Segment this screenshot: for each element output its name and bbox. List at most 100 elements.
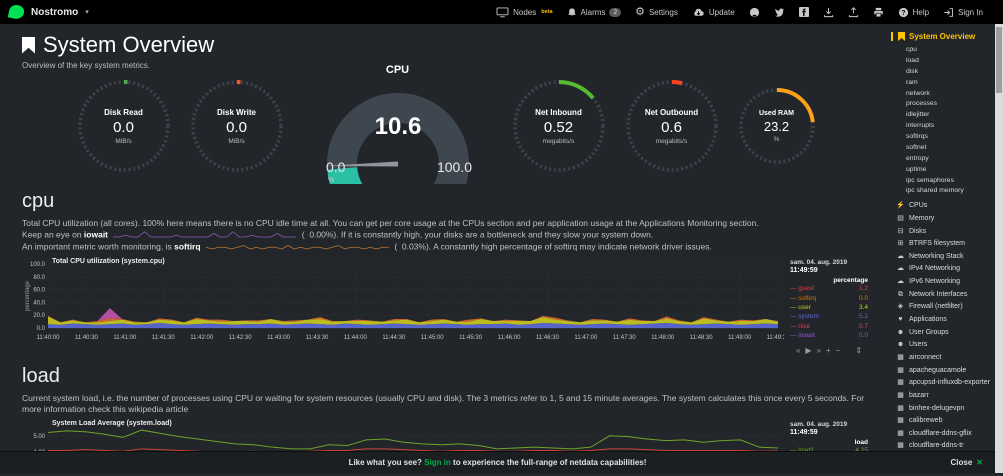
chart-toolbox: « ▶ » + − ⇕ — [790, 346, 868, 355]
update-icon — [692, 7, 705, 18]
legend-series-name: — load1 — [790, 446, 814, 455]
signin-icon — [943, 7, 954, 18]
nav-item-alarms[interactable]: Alarms 2 — [567, 7, 622, 18]
sidebar-item-apacheguacamole[interactable]: ▦ apacheguacamole — [891, 367, 993, 375]
sidebar-item-btrfs-filesystem[interactable]: ⊞ BTRFS filesystem — [891, 240, 993, 248]
disk-write-gauge[interactable]: Disk Write 0.0 MiB/s — [189, 78, 285, 174]
beta-tag: beta — [541, 9, 553, 15]
sidebar-subitem-disk[interactable]: disk — [906, 67, 919, 75]
sidebar-item-network-interfaces[interactable]: ⧉ Network Interfaces — [891, 291, 993, 299]
svg-text:11:45:00: 11:45:00 — [421, 335, 445, 341]
scrollbar-thumb[interactable] — [996, 27, 1002, 93]
sidebar-subitem-ram[interactable]: ram — [906, 78, 918, 86]
disk-read-gauge[interactable]: Disk Read 0.0 MiB/s — [76, 78, 172, 174]
nav-item-nodes[interactable]: Nodes beta — [496, 6, 553, 18]
sidebar-item-binhex-delugevpn[interactable]: ▦ binhex-delugevpn — [891, 405, 993, 413]
load-chart-title: System Load Average (system.load) — [52, 419, 172, 427]
nav-item-facebook[interactable] — [798, 7, 809, 17]
nav-item-update[interactable]: Update — [692, 7, 735, 18]
sidebar-item-cloudflare-ddns-gflix[interactable]: ▦ cloudflare-ddns-gflix — [891, 430, 993, 438]
nav-item-twitter[interactable] — [774, 7, 785, 17]
net-outbound-value: 0.6 — [661, 118, 682, 136]
nav-item-signin[interactable]: Sign In — [943, 7, 983, 18]
sidebar-item-applications[interactable]: ♥ Applications — [891, 316, 993, 324]
sidebar-item-system-overview[interactable]: System Overview — [891, 32, 993, 41]
facebook-icon — [798, 7, 809, 17]
nav-item-print[interactable] — [873, 7, 884, 18]
legend-series-value: 0.7 — [858, 322, 868, 330]
sidebar-subitem-load[interactable]: load — [906, 56, 919, 64]
sidebar-item-apcupsd-influxdb-exporter[interactable]: ▦ apcupsd-influxdb-exporter — [891, 379, 993, 387]
sidebar-item-cloudflare-ddns-tr[interactable]: ▦ cloudflare-ddns-tr — [891, 442, 993, 450]
sidebar-subitem-processes[interactable]: processes — [906, 100, 937, 108]
sidebar-item-bazarr[interactable]: ▦ bazarr — [891, 392, 993, 400]
sidebar-subitem-uptime[interactable]: uptime — [906, 165, 927, 173]
bookmark-icon — [898, 32, 905, 41]
nav-item-github[interactable] — [749, 7, 760, 18]
sidebar-item-disks[interactable]: ⊟ Disks — [891, 228, 993, 236]
cpu-utilization-chart[interactable]: 100.0 80.0 60.0 40.0 20.0 0.0 11:40:00 11:40:30… — [22, 258, 784, 343]
user-icon: ☻ — [896, 341, 905, 349]
sidebar-item-ipv4-networking[interactable]: ☁ IPv4 Networking — [891, 265, 993, 273]
nav-item-settings[interactable]: ⚙ Settings — [635, 6, 678, 18]
pan-backward-button[interactable]: « — [795, 345, 801, 355]
sidebar-item-networking-stack[interactable]: ☁ Networking Stack — [891, 253, 993, 261]
net-inbound-gauge[interactable]: Net Inbound 0.52 megabits/s — [511, 78, 607, 174]
resize-handle[interactable]: ⇕ — [855, 345, 863, 355]
sidebar-subitem-entropy[interactable]: entropy — [906, 154, 929, 162]
github-icon — [749, 7, 760, 18]
pan-forward-button[interactable]: » — [816, 345, 821, 355]
page-scrollbar[interactable] — [995, 24, 1003, 473]
zoom-in-button[interactable]: + — [826, 345, 831, 355]
legend-row-system[interactable]: — system 5.2 — [790, 312, 868, 321]
sidebar-subitem-softirqs[interactable]: softirqs — [906, 133, 928, 140]
sidebar-subitem-idlejitter[interactable]: idlejitter — [906, 111, 930, 119]
grid-icon: ▦ — [897, 404, 904, 412]
banner-text: Like what you see? Sign in to experience… — [348, 458, 647, 467]
cpu-gauge-label: CPU — [385, 63, 410, 76]
nav-item-upload[interactable] — [848, 6, 859, 18]
sidebar-item-ipv6-networking[interactable]: ☁ IPv6 Networking — [891, 278, 993, 286]
net-outbound-gauge[interactable]: Net Outbound 0.6 megabits/s — [624, 78, 720, 174]
legend-row-iowait[interactable]: — iowait 0.0 — [790, 331, 868, 340]
sidebar-item-airconnect[interactable]: ▦ airconnect — [891, 354, 993, 362]
cpu-gauge[interactable]: CPU 10.6 0.0 100.0% — [316, 63, 480, 199]
legend-row-user[interactable]: — user 3.4 — [790, 303, 868, 312]
nav-item-download[interactable] — [823, 7, 834, 18]
softirq-sparkline-chart[interactable] — [205, 241, 390, 253]
sidebar-subitem-cpu[interactable]: cpu — [906, 46, 917, 53]
sidebar-item-user-groups[interactable]: ☻ User Groups — [891, 329, 993, 337]
host-selector[interactable]: Nostromo ▾ — [7, 3, 89, 21]
legend-row-softirq[interactable]: — softirq 0.0 — [790, 294, 868, 303]
svg-text:11:41:00: 11:41:00 — [113, 335, 137, 341]
sidebar-subitem-interrupts[interactable]: interrupts — [906, 122, 935, 130]
sign-in-link[interactable]: Sign in — [424, 458, 451, 467]
play-button[interactable]: ▶ — [805, 345, 812, 355]
zoom-out-button[interactable]: − — [835, 345, 841, 355]
svg-text:0.0: 0.0 — [37, 326, 46, 332]
legend-series-value: 5.2 — [858, 313, 868, 321]
sidebar-item-cpus[interactable]: ⚡ CPUs — [891, 202, 993, 210]
sidebar-item-firewall-netfilter-[interactable]: ◈ Firewall (netfilter) — [891, 303, 993, 311]
nav-label: Settings — [648, 7, 678, 17]
sidebar-item-calibreweb[interactable]: ▦ calibreweb — [891, 417, 993, 425]
used-ram-gauge[interactable]: Used RAM 23.2% — [737, 86, 817, 166]
svg-text:5.00: 5.00 — [33, 434, 45, 440]
sidebar-item-label: BTRFS filesystem — [909, 240, 966, 248]
banner-close-button[interactable]: Close ✕ — [950, 458, 984, 467]
sidebar-subitem-network[interactable]: network — [906, 89, 930, 97]
nav-item-help[interactable]: ? Help — [898, 7, 929, 18]
sidebar-subitem-softnet[interactable]: softnet — [906, 143, 927, 151]
legend-row-nice[interactable]: — nice 0.7 — [790, 322, 868, 331]
iowait-sparkline-chart[interactable] — [112, 229, 297, 241]
sidebar-item-memory[interactable]: ▤ Memory — [891, 215, 993, 223]
cloud-icon: ☁ — [897, 265, 904, 273]
settings-icon: ⚙ — [635, 6, 645, 18]
legend-row-load1[interactable]: — load1 4.25 — [790, 446, 868, 455]
legend-row-guest[interactable]: — guest 1.2 — [790, 284, 868, 293]
gauges-row: Disk Read 0.0 MiB/s Disk Write 0.0 MiB/s CPU 10… — [0, 64, 892, 199]
cloud-icon: ☁ — [897, 252, 904, 260]
sidebar-subitem-ipc-semaphores[interactable]: ipc semaphores — [906, 176, 954, 184]
sidebar-subitem-ipc-shared-memory[interactable]: ipc shared memory — [906, 187, 964, 195]
sidebar-item-users[interactable]: ☻ Users — [891, 341, 993, 349]
